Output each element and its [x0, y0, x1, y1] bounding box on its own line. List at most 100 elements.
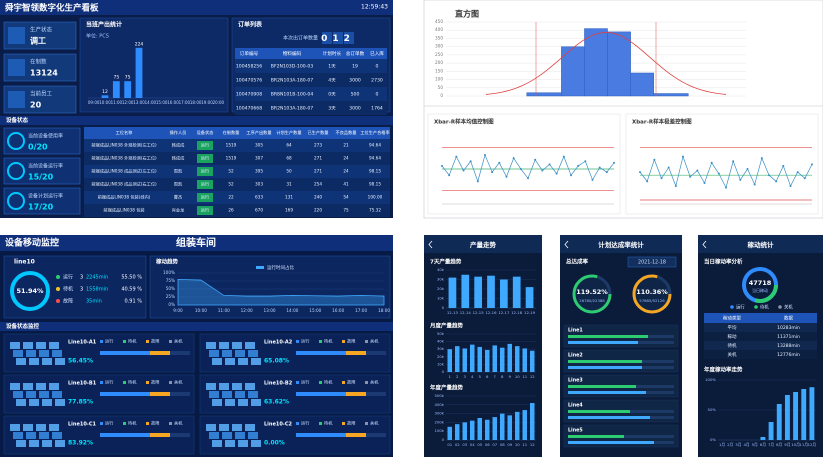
control-chart-box: [625, 113, 819, 215]
bar: [124, 81, 132, 98]
y-tick-label: 200k: [435, 419, 445, 424]
y-tick-label: 400: [435, 27, 443, 32]
phone-title: 稼动统计: [748, 240, 775, 249]
x-tick-label: 08: [500, 442, 505, 447]
bar: [500, 413, 505, 440]
state-pct: 0.91 %: [125, 299, 143, 305]
histogram-bar: [653, 93, 689, 97]
table-cell: 前端成品LIN038 外观检测(左工位): [91, 142, 157, 149]
device-icon: [49, 424, 59, 431]
gauge-ring: [572, 274, 612, 314]
x-tick-label: 03: [462, 442, 467, 447]
bar: [507, 415, 512, 440]
control-chart-title: Xbar-R样本极差控制图: [632, 118, 692, 126]
x-tick-label: 12: [530, 374, 535, 379]
table-cell: 前端成品LIN038 成品测试(左工位): [91, 168, 157, 175]
control-point: [527, 177, 529, 180]
phone-title: 计划达成率统计: [598, 240, 644, 249]
table-row: [704, 341, 817, 350]
control-point: [577, 164, 580, 167]
phone-header: [424, 235, 542, 253]
table-cell: 633: [255, 195, 263, 200]
control-point: [782, 164, 785, 167]
overall-rate: 51.94%: [16, 287, 44, 295]
device-icon: [49, 383, 59, 390]
y-tick-label: 0%: [168, 302, 175, 307]
table-cell: 305: [255, 143, 263, 148]
x-tick-label: 12-13: [447, 310, 459, 315]
state-count: 3: [80, 287, 83, 293]
orders-count: 012: [321, 34, 355, 44]
table-cell: 1天: [328, 64, 336, 70]
control-point: [591, 178, 594, 181]
status-badge: [197, 154, 213, 163]
progress-bar: [568, 335, 648, 338]
x-tick-label: 7月: [768, 442, 774, 447]
table-cell: 75: [343, 208, 349, 213]
status-strip-segment: [150, 392, 170, 396]
table-cell: 运行: [201, 155, 209, 162]
x-tick-label: 9:00: [173, 308, 183, 313]
x-tick-label: 04: [470, 442, 475, 447]
back-icon: [702, 240, 707, 249]
control-point: [653, 158, 656, 161]
y-tick-label: 300k: [435, 411, 445, 416]
y-tick-label: 10k: [437, 296, 445, 301]
stat-value: 调工: [30, 36, 46, 46]
table-cell: 100458256: [236, 64, 262, 70]
table-cell: 韩成成: [172, 155, 185, 162]
device-icon: [219, 383, 229, 390]
x-tick-label: 10月: [791, 442, 800, 447]
device-icon: [222, 432, 232, 439]
legend-label: 关机: [370, 420, 379, 427]
line-name: Line5: [568, 428, 583, 434]
legend-swatch: [100, 422, 103, 425]
line-name: Line4: [568, 403, 583, 409]
donut-ring-part: [742, 267, 778, 303]
table-row: [235, 73, 387, 87]
rate-value: 15/20: [28, 173, 54, 182]
y-tick-label: 400k: [435, 402, 445, 407]
y-tick-label: 20k: [437, 286, 445, 291]
table-cell: 24: [343, 156, 349, 161]
device-icon: [238, 358, 248, 365]
legend-label: 故障: [151, 420, 159, 427]
table-cell: 周凯: [174, 168, 183, 175]
table-cell: 曹杰: [174, 194, 182, 201]
stat-label: 当前员工: [30, 90, 53, 98]
stat-value: 13124: [30, 69, 58, 78]
table-cell: BF2N103D-100-03: [271, 64, 313, 70]
y-tick-label: 20k: [437, 354, 445, 359]
bar: [793, 392, 799, 440]
bar: [530, 403, 535, 440]
control-point: [484, 154, 486, 157]
legend-swatch: [123, 340, 126, 343]
legend-label: 运行: [301, 379, 309, 386]
x-tick-label: 12:00: [241, 308, 253, 313]
x-tick-label: 02: [455, 442, 460, 447]
legend-label: 运行: [105, 379, 113, 386]
x-tick-label: 17:00: [355, 308, 367, 313]
device-icon: [10, 424, 20, 431]
device-icon: [209, 391, 219, 398]
trend-card: [149, 255, 391, 319]
device-icon: [49, 342, 59, 349]
legend-swatch: [342, 422, 345, 425]
status-badge: [197, 206, 213, 215]
y-tick-label: 30k: [437, 277, 445, 282]
legend-swatch: [296, 381, 299, 384]
table-cell: 131: [285, 195, 293, 200]
table-row: [84, 139, 390, 152]
histogram-bar: [630, 72, 654, 97]
rate-icon: [7, 192, 25, 210]
y-tick-label: 0: [442, 305, 445, 310]
device-icon: [235, 350, 245, 357]
table-cell: 41: [343, 182, 349, 187]
status-strip-segment: [150, 433, 170, 437]
x-tick-label: 6月: [760, 442, 766, 447]
legend-swatch: [123, 381, 126, 384]
section-title: 设备状态监控: [6, 322, 40, 330]
device-icon: [232, 342, 242, 349]
y-tick-label: 100k: [435, 428, 445, 433]
y-tick-label: 250: [435, 52, 443, 57]
